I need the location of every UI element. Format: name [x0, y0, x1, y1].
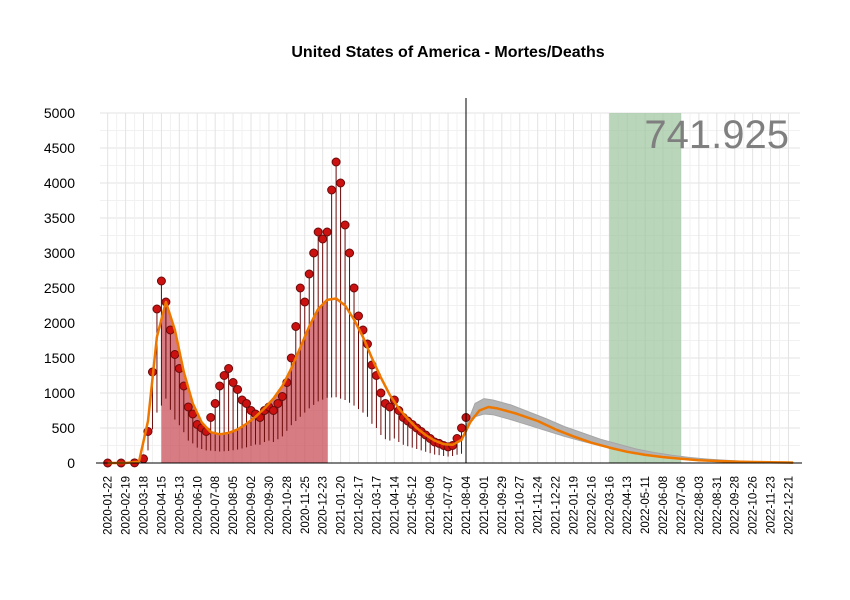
x-tick-label: 2021-04-14	[389, 475, 401, 534]
total-deaths-label: 741.925	[644, 113, 789, 157]
data-point	[291, 322, 301, 331]
x-tick-label: 2022-03-16	[604, 476, 616, 535]
x-tick-label: 2021-06-09	[425, 476, 437, 535]
x-tick-label: 2020-07-08	[210, 476, 222, 535]
x-tick-label: 2020-03-18	[139, 476, 151, 535]
peak-window	[609, 113, 681, 463]
data-point	[152, 304, 162, 314]
data-point	[457, 423, 467, 433]
x-tick-label: 2021-07-07	[443, 476, 455, 535]
y-tick-label: 4000	[44, 175, 75, 191]
x-tick-label: 2020-08-05	[228, 476, 240, 535]
y-tick-label: 4500	[44, 140, 75, 156]
x-tick-label: 2022-05-11	[640, 476, 652, 534]
data-point	[309, 248, 319, 258]
data-point	[210, 399, 220, 408]
data-point	[170, 350, 180, 359]
data-point	[340, 220, 350, 230]
x-tick-label: 2020-10-28	[282, 476, 294, 535]
data-point	[215, 381, 225, 391]
x-tick-label: 2021-02-17	[354, 476, 366, 535]
y-tick-label: 2000	[44, 315, 75, 331]
data-point	[331, 157, 341, 167]
x-tick-label: 2022-02-16	[586, 476, 598, 535]
y-tick-label: 5000	[44, 105, 75, 121]
x-tick-label: 2020-11-25	[300, 476, 312, 534]
x-tick-label: 2021-01-20	[336, 476, 348, 535]
data-point	[273, 399, 283, 408]
y-tick-label: 2500	[44, 280, 75, 296]
x-tick-label: 2020-01-22	[103, 476, 115, 535]
data-point	[300, 297, 310, 307]
x-tick-label: 2020-05-13	[174, 476, 186, 535]
peak-window-layer	[609, 113, 681, 463]
data-point	[327, 185, 337, 195]
data-point	[336, 178, 346, 188]
x-tick-label: 2020-12-23	[318, 476, 330, 535]
x-axis-ticks: 2020-01-22 2020-02-19 2020-03-18 2020-04-15…	[103, 475, 796, 535]
x-tick-label: 2021-09-29	[497, 476, 509, 535]
smooth-line-layer	[107, 297, 794, 465]
filled-area	[161, 299, 328, 463]
data-point	[322, 227, 332, 237]
data-point	[156, 276, 166, 286]
x-tick-label: 2022-04-13	[622, 476, 634, 535]
x-tick-label: 2021-12-22	[551, 476, 563, 535]
data-point	[233, 385, 243, 394]
x-tick-label: 2020-02-19	[121, 476, 133, 535]
x-tick-label: 2021-10-27	[515, 476, 527, 535]
x-tick-label: 2022-10-26	[748, 476, 760, 535]
x-tick-label: 2022-08-03	[694, 476, 706, 535]
x-tick-label: 2022-11-23	[766, 476, 778, 534]
y-tick-label: 3500	[44, 210, 75, 226]
grid	[100, 112, 800, 464]
data-point	[268, 406, 278, 415]
smoothed-trend-line	[107, 297, 794, 465]
x-tick-label: 2022-12-21	[784, 476, 796, 535]
x-tick-label: 2020-06-10	[192, 476, 204, 535]
data-point	[242, 399, 252, 408]
x-tick-label: 2020-04-15	[156, 476, 168, 535]
chart-title: United States of America - Mortes/Deaths	[291, 44, 604, 61]
x-tick-label: 2021-11-24	[533, 475, 545, 534]
axes-layer	[96, 98, 802, 464]
points-layer	[103, 157, 471, 468]
data-point	[345, 248, 355, 258]
x-tick-label: 2020-09-30	[264, 476, 276, 535]
x-tick-label: 2022-01-19	[569, 476, 581, 535]
x-tick-label: 2022-06-08	[658, 476, 670, 535]
x-tick-label: 2020-09-02	[246, 476, 258, 535]
y-tick-label: 3000	[44, 245, 75, 261]
data-point	[376, 388, 386, 398]
data-point	[206, 413, 216, 422]
x-tick-label: 2021-08-04	[461, 475, 473, 534]
filled-area-layer	[161, 299, 328, 463]
x-tick-label: 2021-09-01	[479, 476, 491, 535]
y-axis-ticks: 0 500 1000 1500 2000 2500 3000 3500 4000 4500 5000	[44, 105, 75, 471]
x-tick-label: 2021-05-12	[407, 476, 419, 535]
data-point	[228, 378, 238, 387]
y-tick-label: 0	[67, 455, 75, 471]
y-tick-label: 500	[52, 420, 76, 436]
data-point	[313, 227, 323, 237]
data-point	[183, 402, 193, 412]
x-tick-label: 2021-03-17	[371, 476, 383, 535]
x-tick-label: 2022-07-06	[676, 476, 688, 535]
x-tick-label: 2022-08-31	[712, 476, 724, 535]
y-tick-label: 1500	[44, 350, 75, 366]
data-point	[349, 283, 359, 293]
data-point	[354, 311, 364, 321]
data-point	[385, 402, 395, 412]
y-tick-label: 1000	[44, 385, 75, 401]
data-point	[219, 371, 229, 380]
data-point	[304, 269, 314, 279]
data-point	[277, 392, 287, 401]
data-point	[224, 364, 234, 373]
x-tick-label: 2022-09-28	[730, 476, 742, 535]
data-point	[295, 283, 305, 293]
data-point	[318, 234, 328, 244]
